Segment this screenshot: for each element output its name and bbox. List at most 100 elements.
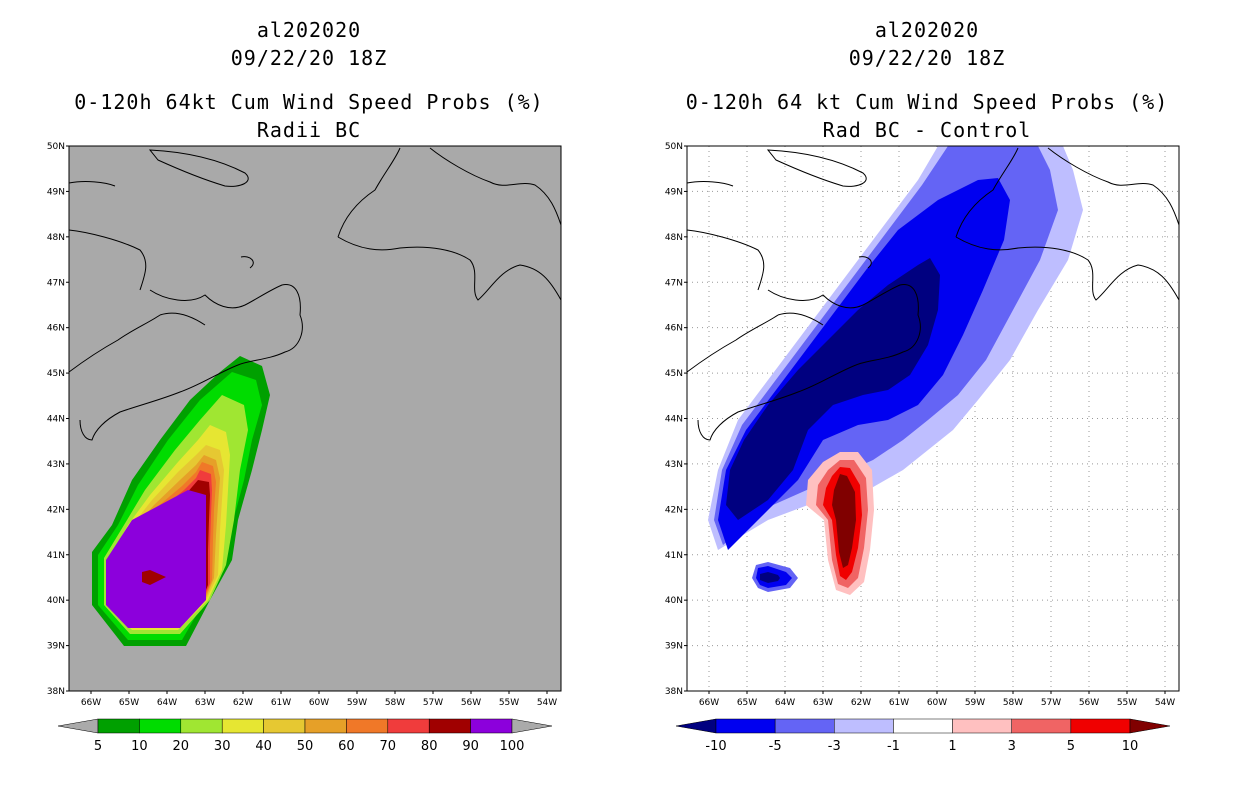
colorbar-label: -10 [705,739,726,754]
lon-tick-label: 60W [309,698,329,708]
diff-neg-small-inner [760,572,780,583]
lat-tick-label: 43N [47,460,65,470]
lon-tick-label: 56W [1079,698,1099,708]
colorbar-swatch [180,718,223,734]
colorbar-swatch [263,718,306,734]
colorbar-label: 5 [94,739,102,754]
colorbar-label: 20 [173,739,190,754]
lon-tick-label: 58W [1003,698,1023,708]
lon-tick-label: 61W [889,698,909,708]
colorbar-arrow-left [57,718,99,734]
colorbar-swatch [952,718,1012,734]
lat-tick-label: 39N [47,642,65,652]
colorbar-swatch [346,718,389,734]
colorbar-label: 3 [1008,739,1016,754]
lon-tick-label: 57W [1041,698,1061,708]
colorbar-arrow-right [511,718,553,734]
colorbar-arrow-right [1129,718,1171,734]
right-coastlines [686,147,1180,441]
colorbar-swatch [387,718,430,734]
contour-100 [106,490,206,628]
lat-tick-label: 48N [665,233,683,243]
colorbar-swatch [715,718,776,734]
right-storm-id: al202020 [874,18,980,42]
lat-tick-label: 41N [665,551,683,561]
colorbar-label: 30 [214,739,231,754]
lat-tick-label: 39N [665,642,683,652]
left-prob-contours [92,356,270,646]
colorbar-label: 10 [1122,739,1139,754]
colorbar-swatch [139,718,182,734]
lon-tick-label: 62W [233,698,253,708]
lon-tick-label: 55W [1117,698,1137,708]
right-map-frame [686,145,1180,692]
lon-tick-label: 66W [699,698,719,708]
lon-tick-label: 54W [537,698,557,708]
colorbar-label: 80 [421,739,438,754]
lat-tick-label: 43N [665,460,683,470]
left-subtitle: Radii BC [256,118,362,142]
left-map: 50N 49N 48N 47N 46N 45N 44N 43N 42N 41N 40N 39N 38N 6… [47,142,562,754]
colorbar-arrow-left [675,718,717,734]
right-product-title: 0-120h 64 kt Cum Wind Speed Probs (%) [685,90,1169,114]
lon-tick-label: 59W [347,698,367,708]
colorbar-swatch [221,718,264,734]
lat-tick-label: 45N [665,369,683,379]
lat-tick-label: 44N [665,415,683,425]
lat-tick-label: 38N [47,687,65,697]
lat-tick-label: 41N [47,551,65,561]
colorbar-swatch [304,718,347,734]
colorbar-swatch [428,718,471,734]
colorbar-label: -3 [828,739,841,754]
lat-tick-label: 46N [47,324,65,334]
lon-tick-label: 59W [965,698,985,708]
colorbar-swatch [470,718,513,734]
colorbar-label: 50 [297,739,314,754]
lon-tick-label: 65W [119,698,139,708]
right-date: 09/22/20 18Z [848,46,1006,70]
right-colorbar: -10 -5 -3 -1 1 3 5 10 [675,718,1171,754]
left-axis-ticks: 50N 49N 48N 47N 46N 45N 44N 43N 42N 41N 40N 39N 38N 6… [47,142,557,708]
lon-tick-label: 60W [927,698,947,708]
lat-tick-label: 46N [665,324,683,334]
diff-neg10 [726,258,940,520]
left-product-title: 0-120h 64kt Cum Wind Speed Probs (%) [74,90,544,114]
right-panel: al202020 09/22/20 18Z 0-120h 64 kt Cum W… [618,0,1236,800]
lat-tick-label: 45N [47,369,65,379]
colorbar-label: 90 [462,739,479,754]
colorbar-swatch [834,718,894,734]
colorbar-label: 1 [948,739,956,754]
colorbar-label: 5 [1067,739,1075,754]
right-axis-ticks: 50N 49N 48N 47N 46N 45N 44N 43N 42N 41N 40N 39N 38N 6… [665,142,1175,708]
right-diff-contours [708,146,1083,595]
lon-tick-label: 63W [813,698,833,708]
lon-tick-label: 64W [157,698,177,708]
left-map-frame [68,145,562,692]
lon-tick-label: 61W [271,698,291,708]
left-coastlines [68,147,562,441]
left-panel: al202020 09/22/20 18Z 0-120h 64kt Cum Wi… [47,18,562,754]
lat-tick-label: 42N [665,505,683,515]
left-date: 09/22/20 18Z [230,46,388,70]
colorbar-label: 70 [380,739,397,754]
lat-tick-label: 49N [47,187,65,197]
lon-tick-label: 62W [851,698,871,708]
lon-tick-label: 56W [461,698,481,708]
lon-tick-label: 58W [385,698,405,708]
colorbar-label: 10 [131,739,148,754]
lon-tick-label: 55W [499,698,519,708]
lat-tick-label: 49N [665,187,683,197]
diff-pos10 [832,474,856,568]
colorbar-label: 60 [338,739,355,754]
colorbar-label: -1 [887,739,900,754]
lat-tick-label: 40N [47,596,65,606]
colorbar-label: -5 [769,739,782,754]
colorbar-swatch [1011,718,1072,734]
colorbar-swatch [893,718,953,734]
left-colorbar: 5 10 20 30 40 50 60 70 80 90 100 [57,718,553,754]
lat-tick-label: 47N [47,278,65,288]
colorbar-swatch [97,718,140,734]
lat-tick-label: 50N [665,142,683,152]
lon-tick-label: 57W [423,698,443,708]
lon-tick-label: 54W [1155,698,1175,708]
